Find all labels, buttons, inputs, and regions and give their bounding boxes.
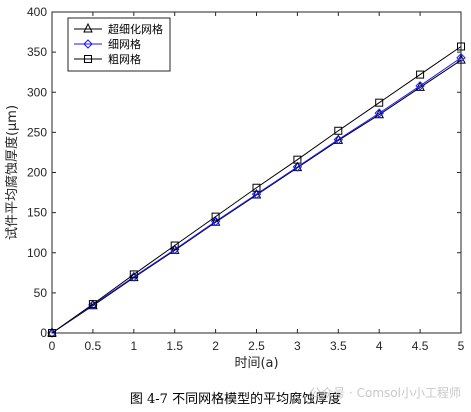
legend-label: 超细化网格: [108, 22, 163, 36]
y-tick-label: 100: [27, 246, 47, 260]
x-tick-label: 4.5: [412, 339, 429, 353]
x-tick-label: 2.5: [248, 339, 265, 353]
data-point-square: [416, 70, 425, 79]
data-point-diamond: [415, 81, 425, 91]
data-point-square: [293, 155, 302, 164]
x-tick-label: 3.5: [330, 339, 347, 353]
data-point-square: [211, 212, 220, 221]
series-2: [47, 53, 466, 338]
y-tick-label: 50: [34, 286, 48, 300]
y-axis-label: 试件平均腐蚀厚度(μm): [4, 105, 20, 240]
y-tick-label: 350: [27, 45, 47, 59]
x-tick-label: 3: [294, 339, 301, 353]
x-tick-label: 0.5: [85, 339, 102, 353]
watermark-text: 公众号 · Comsol小小工程师: [309, 386, 461, 400]
y-tick-label: 200: [27, 166, 47, 180]
legend-label: 细网格: [108, 37, 141, 51]
data-point-diamond: [129, 272, 139, 282]
data-point-diamond: [88, 300, 98, 310]
x-tick-label: 4: [376, 339, 383, 353]
data-point-square: [252, 183, 261, 192]
legend-marker-triangle: [83, 22, 93, 33]
x-tick-label: 1: [130, 339, 137, 353]
line-chart: 0 0.5 1 1.5 2 2.5 3 3.5 4 4.5 50501001502002503003…: [4, 5, 466, 371]
data-point-diamond: [333, 134, 344, 145]
series-line: [51, 59, 462, 334]
data-point-diamond: [292, 162, 303, 172]
y-tick-label: 250: [27, 125, 47, 139]
figure-caption: 图 4-7 不同网格模型的平均腐蚀厚度: [129, 392, 342, 407]
data-point-square: [375, 98, 384, 107]
data-point-square: [48, 329, 56, 337]
x-axis-label: 时间(a): [234, 356, 278, 371]
series-line: [51, 46, 462, 334]
data-point-diamond: [169, 244, 180, 255]
series-3: [48, 42, 465, 337]
data-point-diamond: [456, 53, 466, 63]
data-point-square: [170, 241, 179, 250]
x-tick-label: 2: [212, 339, 219, 353]
data-point-square: [88, 300, 97, 309]
x-tick-label: 1.5: [166, 339, 183, 353]
y-tick-label: 150: [27, 206, 47, 220]
data-point-square: [457, 42, 465, 51]
y-tick-label: 400: [27, 5, 47, 19]
series-line: [51, 57, 462, 334]
x-tick-label: 0: [49, 339, 56, 353]
data-point-diamond: [251, 189, 262, 199]
data-point-diamond: [374, 108, 384, 118]
legend-marker-diamond: [83, 39, 93, 49]
data-point-square: [334, 126, 343, 135]
y-tick-label: 300: [27, 85, 47, 99]
legend-marker-square: [84, 55, 92, 63]
data-point-square: [129, 270, 138, 279]
x-tick-label: 5: [458, 339, 465, 353]
y-tick-label: 0: [40, 326, 47, 340]
legend-label: 粗网格: [108, 52, 141, 66]
